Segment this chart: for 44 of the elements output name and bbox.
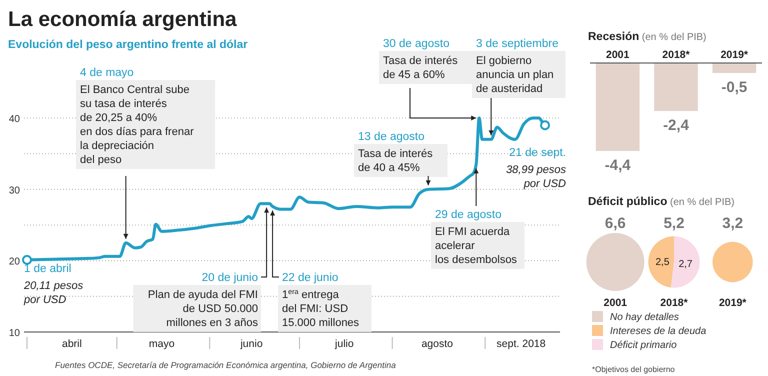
x-tick-label: junio xyxy=(239,338,263,350)
annotation: 30 de agosto Tasa de interés de 45 a 60% xyxy=(383,38,458,81)
chart-title: La economía argentina xyxy=(8,8,238,31)
x-tick-label: abril xyxy=(62,338,82,350)
data-label: 6,6 xyxy=(604,215,626,232)
data-label: -0,5 xyxy=(721,79,748,96)
source-note: Fuentes OCDE, Secretaría de Programación Económica argentina, Gobierno de Argentina xyxy=(55,360,396,370)
text: 5,2 xyxy=(664,215,684,232)
data-label: -4,4 xyxy=(604,157,632,174)
annotation: 1 de abril 20,11 pesos por USD xyxy=(23,263,84,306)
chart-title: Recesión xyxy=(588,31,640,43)
data-label: 2,5 xyxy=(655,257,670,268)
legend-label: No hay detalles xyxy=(610,312,679,323)
legend-label: Déficit primario xyxy=(610,340,678,351)
category-label: 2018* xyxy=(660,297,689,309)
chart-subtitle: (en % del PIB) xyxy=(639,32,706,43)
y-tick-label: 30 xyxy=(8,185,20,196)
x-tick-label: 2001 xyxy=(606,49,630,61)
legend-label: Intereses de la deuda xyxy=(610,326,707,337)
annotation: 13 de agosto Tasa de interés de 40 a 45% xyxy=(358,131,434,174)
text: *Objetivos del gobierno xyxy=(592,365,676,374)
text: Déficit público xyxy=(588,196,668,208)
annotation: 29 de agosto El FMI acuerda acelerar los desembolsos xyxy=(435,209,518,266)
data-label: 2,7 xyxy=(678,258,693,270)
annotation: 3 de septiembre El gobierno anuncia un plan de austeridad xyxy=(476,38,558,95)
text: (en % del PIB) xyxy=(667,197,734,208)
data-label: -2,4 xyxy=(663,117,690,134)
y-tick-label: 20 xyxy=(8,256,20,268)
category-label: 2019* xyxy=(718,297,748,309)
data-label: 3,2 xyxy=(722,215,744,232)
y-tick-label: 10 xyxy=(8,328,20,339)
x-tick-label: 2018* xyxy=(662,49,691,61)
x-tick-label: sept. 2018 xyxy=(496,338,546,350)
annotation: 22 de junio 1$^{era}$ entrega del FMI: USD 15.000 millones xyxy=(282,272,360,329)
annotation: 4 de mayo El Banco Central sube su tasa de interés de 20,25 a 40% en dos días para frenar la depreciación del peso xyxy=(80,67,194,166)
y-tick-label: 40 xyxy=(8,114,20,125)
chart-subtitle: Evolución del peso argentino frente al dólar xyxy=(8,39,248,51)
x-tick-label: julio xyxy=(334,338,354,350)
category-label: 2001 xyxy=(604,297,628,309)
x-tick-label: mayo xyxy=(148,338,175,350)
x-tick-label: agosto xyxy=(421,338,454,350)
x-tick-label: 2019* xyxy=(720,49,749,61)
annotation: 20 de junio Plan de ayuda del FMI de USD 50.000 millones en 3 años xyxy=(148,272,258,329)
annotation: 21 de sept. 38,99 pesos por USD xyxy=(506,147,566,190)
